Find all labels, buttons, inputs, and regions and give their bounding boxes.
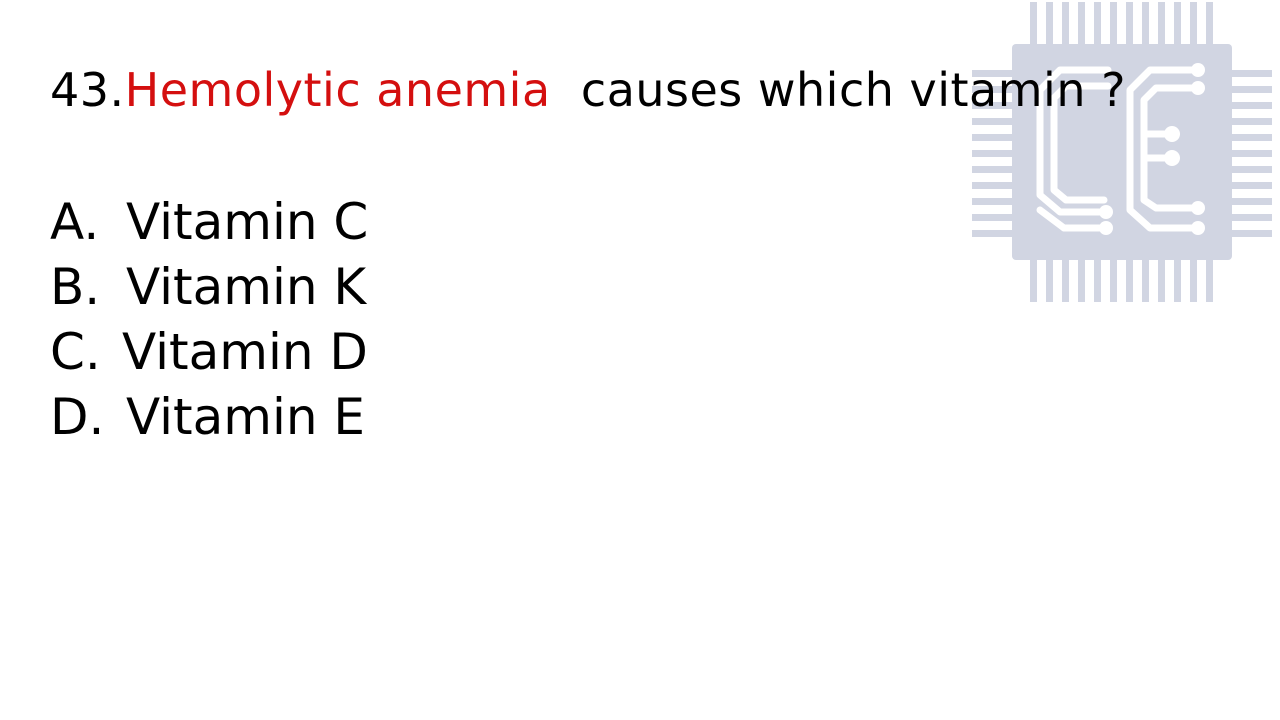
question-text: causes which vitamin ? xyxy=(551,63,1126,117)
question-title: 43.Hemolytic anemia causes which vitamin… xyxy=(50,58,1126,122)
option-text: Vitamin E xyxy=(126,385,365,450)
question-highlight: Hemolytic anemia xyxy=(125,63,551,117)
option-letter: B. xyxy=(50,255,126,320)
option-d[interactable]: D. Vitamin E xyxy=(50,385,368,450)
question-number: 43. xyxy=(50,63,125,117)
option-b[interactable]: B. Vitamin K xyxy=(50,255,368,320)
option-text: Vitamin K xyxy=(126,255,366,320)
option-text: Vitamin D xyxy=(122,320,368,385)
option-text: Vitamin C xyxy=(126,190,368,255)
option-letter: C. xyxy=(50,320,122,385)
option-a[interactable]: A. Vitamin C xyxy=(50,190,368,255)
answer-options: A. Vitamin C B. Vitamin K C. Vitamin D D… xyxy=(50,190,368,450)
chip-logo-watermark-icon xyxy=(968,0,1280,305)
option-letter: A. xyxy=(50,190,126,255)
option-c[interactable]: C. Vitamin D xyxy=(50,320,368,385)
option-letter: D. xyxy=(50,385,126,450)
